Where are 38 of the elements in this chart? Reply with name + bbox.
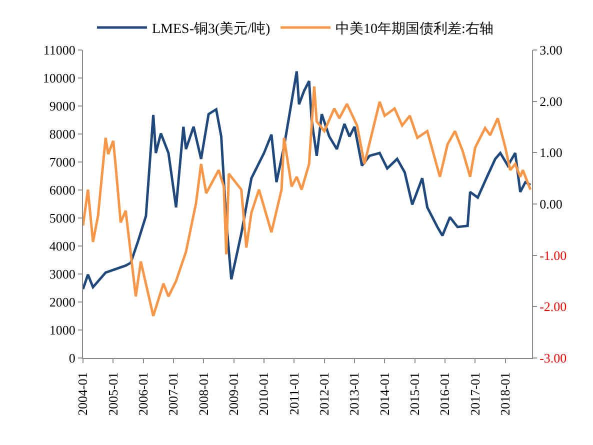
y-tick-label: 4000	[49, 238, 76, 254]
x-tick-label: 2011-01	[286, 372, 302, 416]
y-tick-label: 8000	[49, 126, 76, 142]
line-series	[83, 70, 532, 290]
y-tick-label: 0	[68, 350, 76, 366]
y-tick-label: 10000	[42, 70, 76, 86]
x-tick-label: 2012-01	[316, 372, 332, 416]
y2-tick-label: 2.00	[540, 94, 562, 109]
y-tick-label: 2000	[49, 294, 76, 310]
y-tick-label: 7000	[49, 154, 76, 170]
x-tick-label: 2006-01	[136, 372, 151, 416]
x-tick-label: 2005-01	[105, 372, 120, 416]
y-tick-label: 11000	[43, 42, 76, 58]
legend-label: LMES-铜3(美元/吨)	[152, 20, 271, 37]
x-tick-label: 2018-01	[498, 372, 513, 416]
x-tick-label: 2004-01	[75, 372, 90, 416]
y-tick-label: 1000	[49, 322, 76, 338]
y2-tick-label: -2.00	[540, 299, 567, 314]
y2-tick-label: -3.00	[540, 350, 567, 366]
y-tick-label: 9000	[49, 98, 76, 114]
x-tick-label: 2008-01	[196, 372, 211, 416]
line-series	[83, 85, 532, 318]
x-tick-label: 2015-01	[407, 372, 422, 416]
x-tick-label: 2014-01	[376, 372, 392, 416]
y2-tick-label: 1.00	[540, 145, 562, 160]
y2-tick-label: 0.00	[540, 196, 562, 212]
y-tick-label: 5000	[49, 210, 76, 226]
x-tick-label: 2013-01	[346, 372, 362, 416]
y-tick-label: 3000	[49, 266, 76, 282]
y-tick-label: 6000	[49, 182, 76, 198]
y2-tick-label: 3.00	[540, 42, 562, 58]
legend-label: 中美10年期国债利差:右轴	[336, 20, 494, 37]
x-tick-label: 2007-01	[166, 372, 181, 416]
x-tick-label: 2016-01	[437, 372, 452, 416]
x-tick-label: 2010-01	[256, 372, 272, 416]
x-tick-label: 2009-01	[226, 372, 242, 416]
y2-tick-label: -1.00	[540, 248, 567, 263]
x-tick-label: 2017-01	[467, 372, 482, 416]
